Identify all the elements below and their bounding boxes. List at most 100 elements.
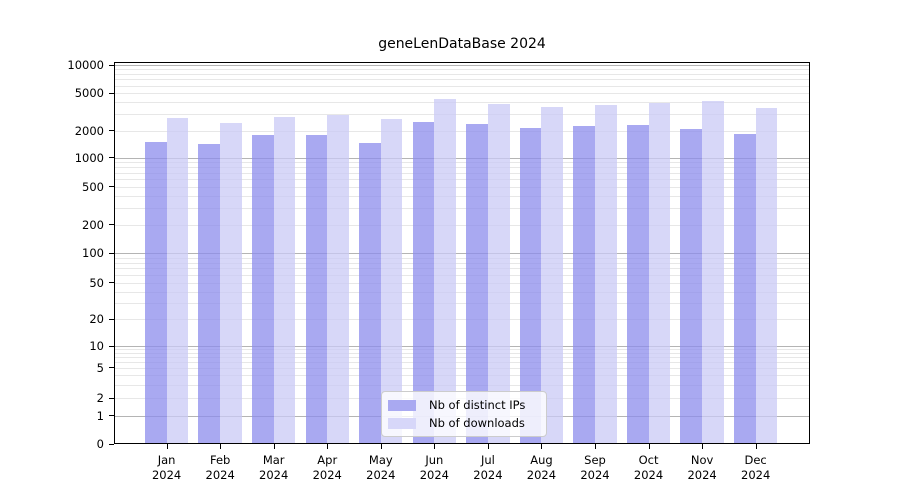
y-tick-mark-10000 bbox=[109, 64, 114, 66]
legend-label-distinct-ips: Nb of distinct IPs bbox=[429, 398, 526, 412]
y-tick-mark-5000 bbox=[109, 92, 114, 94]
gridline-7 bbox=[114, 357, 810, 359]
gridline-900 bbox=[114, 162, 810, 164]
gridline-4000 bbox=[114, 102, 810, 104]
gridline-50 bbox=[114, 282, 810, 284]
bar-ips-oct bbox=[626, 125, 649, 444]
bar-downloads-dec bbox=[755, 108, 778, 444]
y-tick-label-200: 200 bbox=[82, 217, 104, 232]
bar-ips-aug bbox=[519, 127, 542, 444]
y-tick-label-5: 5 bbox=[96, 360, 104, 375]
x-tick-label-apr: Apr 2024 bbox=[312, 453, 342, 482]
gridline-1000 bbox=[114, 157, 810, 159]
bar-ips-jul bbox=[466, 124, 488, 444]
gridline-5000 bbox=[114, 93, 810, 95]
gridline-5 bbox=[114, 367, 810, 369]
bar-ips-mar bbox=[252, 135, 274, 444]
y-tick-mark-100 bbox=[109, 252, 114, 254]
plot-area: Nb of distinct IPs Nb of downloads bbox=[114, 62, 810, 444]
gridline-80 bbox=[114, 262, 810, 264]
gridline-9 bbox=[114, 349, 810, 351]
gridline-100 bbox=[114, 253, 810, 254]
x-tick-mark-mar bbox=[273, 444, 275, 449]
legend-item-downloads: Nb of downloads bbox=[388, 416, 546, 430]
x-tick-label-jul: Jul 2024 bbox=[473, 453, 503, 482]
x-tick-label-oct: Oct 2024 bbox=[633, 453, 664, 482]
y-tick-mark-5 bbox=[109, 367, 114, 369]
bar-downloads-oct bbox=[648, 103, 671, 444]
legend-label-downloads: Nb of downloads bbox=[429, 416, 525, 430]
y-tick-mark-50 bbox=[109, 282, 114, 284]
y-tick-label-2000: 2000 bbox=[74, 123, 104, 138]
y-tick-label-50: 50 bbox=[89, 275, 104, 290]
y-tick-mark-2 bbox=[109, 397, 114, 399]
y-tick-label-2: 2 bbox=[96, 391, 104, 405]
bar-downloads-sep bbox=[595, 105, 617, 444]
gridline-60 bbox=[114, 275, 810, 277]
gridline-400 bbox=[114, 196, 810, 198]
x-tick-mark-feb bbox=[220, 444, 222, 449]
y-tick-label-10: 10 bbox=[89, 339, 104, 354]
y-tick-label-10000: 10000 bbox=[67, 58, 104, 73]
gridline-7000 bbox=[114, 79, 810, 81]
y-tick-mark-200 bbox=[109, 224, 114, 226]
legend-item-distinct-ips: Nb of distinct IPs bbox=[388, 398, 546, 412]
y-tick-label-0: 0 bbox=[96, 437, 104, 451]
gridline-10 bbox=[114, 346, 810, 348]
x-tick-mark-jan bbox=[166, 444, 168, 449]
y-tick-label-500: 500 bbox=[82, 179, 104, 194]
bar-downloads-jul bbox=[487, 104, 510, 444]
gridline-10000 bbox=[114, 65, 810, 67]
x-tick-label-mar: Mar 2024 bbox=[259, 453, 289, 482]
y-tick-mark-1 bbox=[109, 415, 114, 417]
gridline-600 bbox=[114, 179, 810, 181]
y-tick-mark-20 bbox=[109, 318, 114, 320]
bar-downloads-jan bbox=[166, 118, 189, 444]
x-tick-label-jan: Jan 2024 bbox=[151, 453, 182, 482]
bar-downloads-feb bbox=[220, 123, 242, 444]
x-tick-mark-oct bbox=[648, 444, 650, 449]
bar-ips-apr bbox=[305, 134, 328, 444]
gridline-8 bbox=[114, 353, 810, 355]
gridline-30 bbox=[114, 303, 810, 305]
gridline-40 bbox=[114, 291, 810, 293]
x-tick-label-dec: Dec 2024 bbox=[741, 453, 771, 482]
y-tick-label-20: 20 bbox=[89, 312, 104, 326]
gridline-200 bbox=[114, 224, 810, 226]
x-tick-label-nov: Nov 2024 bbox=[687, 453, 717, 482]
x-tick-mark-jul bbox=[487, 444, 489, 449]
bar-downloads-may bbox=[380, 119, 403, 444]
x-tick-label-aug: Aug 2024 bbox=[526, 453, 557, 482]
x-tick-label-sep: Sep 2024 bbox=[580, 453, 610, 482]
gridline-3 bbox=[114, 384, 810, 386]
y-tick-mark-10 bbox=[109, 345, 114, 347]
x-tick-mark-jun bbox=[434, 444, 436, 449]
legend: Nb of distinct IPs Nb of downloads bbox=[381, 391, 547, 437]
x-tick-mark-apr bbox=[327, 444, 329, 449]
bar-downloads-aug bbox=[541, 107, 564, 444]
gridline-4 bbox=[114, 375, 810, 377]
y-tick-label-1000: 1000 bbox=[74, 150, 104, 165]
gridline-700 bbox=[114, 172, 810, 174]
bar-ips-dec bbox=[733, 133, 756, 444]
x-tick-label-may: May 2024 bbox=[366, 453, 396, 482]
y-tick-label-1: 1 bbox=[96, 408, 104, 423]
y-tick-label-100: 100 bbox=[82, 246, 104, 260]
x-tick-mark-sep bbox=[595, 444, 596, 449]
y-tick-label-5000: 5000 bbox=[74, 86, 104, 101]
gridline-8000 bbox=[114, 74, 810, 76]
bar-ips-sep bbox=[573, 125, 595, 444]
bar-ips-nov bbox=[680, 128, 703, 444]
y-tick-mark-2000 bbox=[109, 130, 114, 132]
x-tick-label-feb: Feb 2024 bbox=[205, 453, 235, 482]
bar-downloads-apr bbox=[327, 115, 349, 444]
gridline-2000 bbox=[114, 130, 810, 132]
gridline-6000 bbox=[114, 85, 810, 87]
legend-swatch-downloads-icon bbox=[388, 417, 416, 429]
bar-downloads-nov bbox=[702, 101, 724, 444]
bar-ips-jun bbox=[412, 122, 435, 444]
gridline-90 bbox=[114, 257, 810, 259]
x-tick-mark-dec bbox=[755, 444, 757, 449]
legend-swatch-ips-icon bbox=[388, 399, 416, 411]
